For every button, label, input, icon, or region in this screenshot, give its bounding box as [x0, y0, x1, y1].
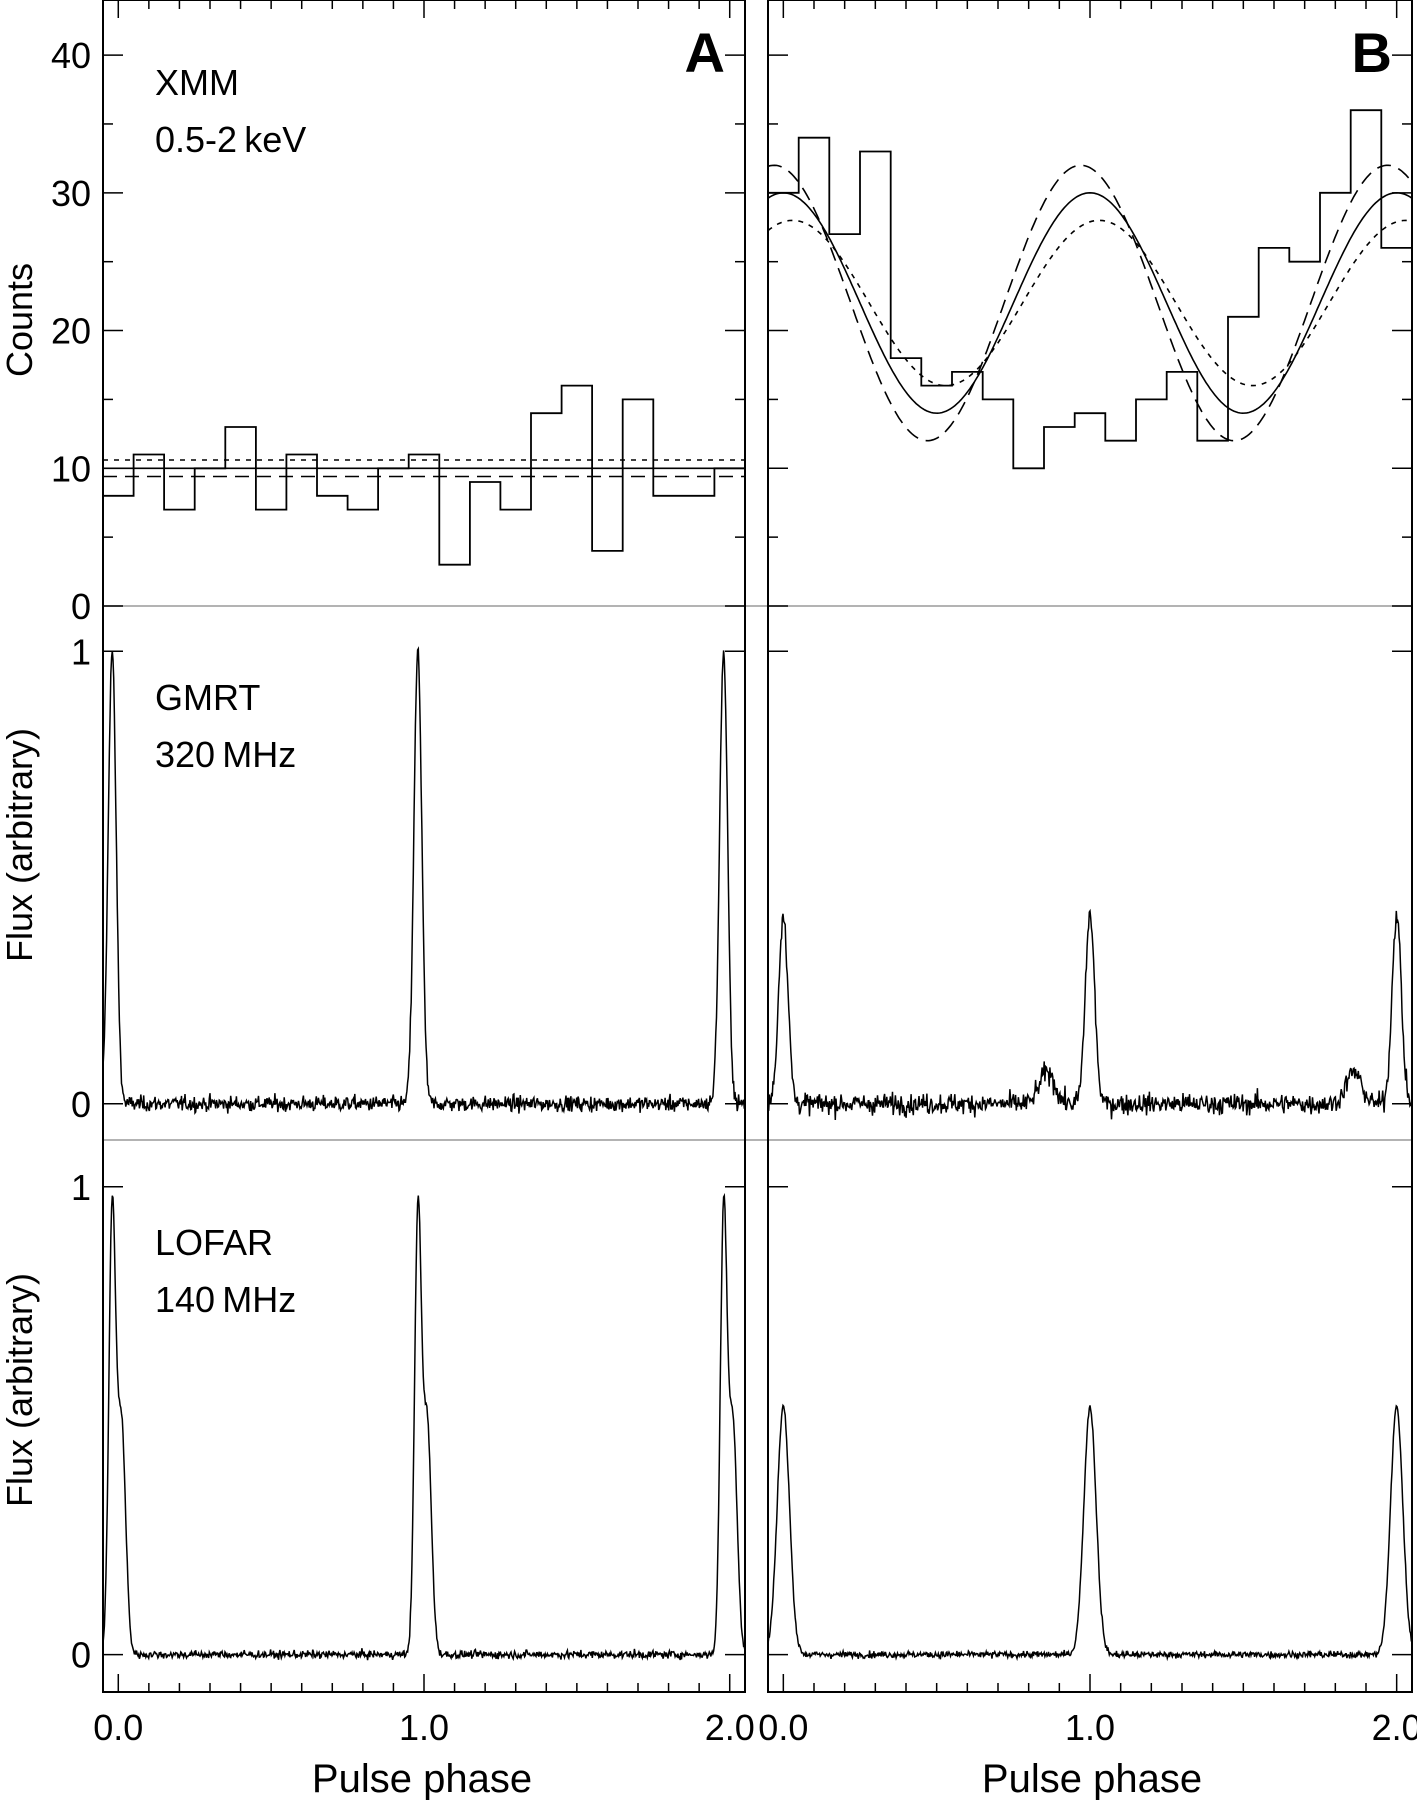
y-tick-label: 30 — [51, 173, 91, 214]
data-layer — [102, 109, 1413, 1662]
y-tick-label: 10 — [51, 448, 91, 489]
annotation-xmm: XMM — [155, 62, 239, 103]
tick-marks — [103, 0, 1412, 1692]
y-tick-label: 0 — [71, 1084, 91, 1125]
y-tick-label: 0 — [71, 1635, 91, 1676]
x-tick-label: 1.0 — [1065, 1707, 1115, 1748]
y-axis-label-flux-lofar: Flux (arbitrary) — [0, 1273, 40, 1507]
y-tick-label: 1 — [71, 631, 91, 672]
x-tick-label: 2.0 — [1372, 1707, 1417, 1748]
panel-b-row1-histogram — [768, 109, 1412, 470]
x-tick-label: 0.0 — [93, 1707, 143, 1748]
annotation-xmm-band: 0.5-2 keV — [155, 119, 306, 160]
panel-letter-a: A — [685, 21, 725, 84]
panel-b-row3-pulse-profile — [767, 1403, 1413, 1662]
separator-lines — [103, 605, 1412, 1141]
panel-b-row1-fit-line — [767, 191, 1413, 415]
x-tick-label: 1.0 — [399, 1707, 449, 1748]
annotation-gmrt: GMRT — [155, 677, 260, 718]
panel-frames — [102, 0, 1413, 1693]
panel-a-row3-pulse-profile — [102, 1192, 746, 1662]
panel-b-row1-fit-band-outer — [767, 164, 1413, 442]
y-tick-label: 1 — [71, 1167, 91, 1208]
annotation-lofar: LOFAR — [155, 1222, 273, 1263]
y-axis-label-flux-gmrt: Flux (arbitrary) — [0, 728, 40, 962]
panel-letter-b: B — [1352, 21, 1392, 84]
panel-a-row1-histogram — [103, 384, 745, 566]
x-tick-label: 2.0 — [705, 1707, 755, 1748]
y-tick-label: 0 — [71, 586, 91, 627]
panel-frame-b — [767, 0, 1413, 1693]
panel-frame-a — [102, 0, 746, 1693]
y-axis-label-counts: Counts — [0, 263, 40, 377]
panel-a-row2-pulse-profile — [102, 646, 746, 1115]
y-tick-label: 40 — [51, 35, 91, 76]
panel-b-row2-pulse-profile — [767, 908, 1413, 1121]
panel-b-row1-fit-band-inner — [767, 219, 1413, 387]
y-tick-label: 20 — [51, 311, 91, 352]
x-axis-label-a: Pulse phase — [312, 1757, 532, 1800]
x-tick-label: 0.0 — [758, 1707, 808, 1748]
annotation-lofar-freq: 140 MHz — [155, 1279, 296, 1320]
x-axis-label-b: Pulse phase — [982, 1757, 1202, 1800]
annotation-gmrt-freq: 320 MHz — [155, 734, 296, 775]
